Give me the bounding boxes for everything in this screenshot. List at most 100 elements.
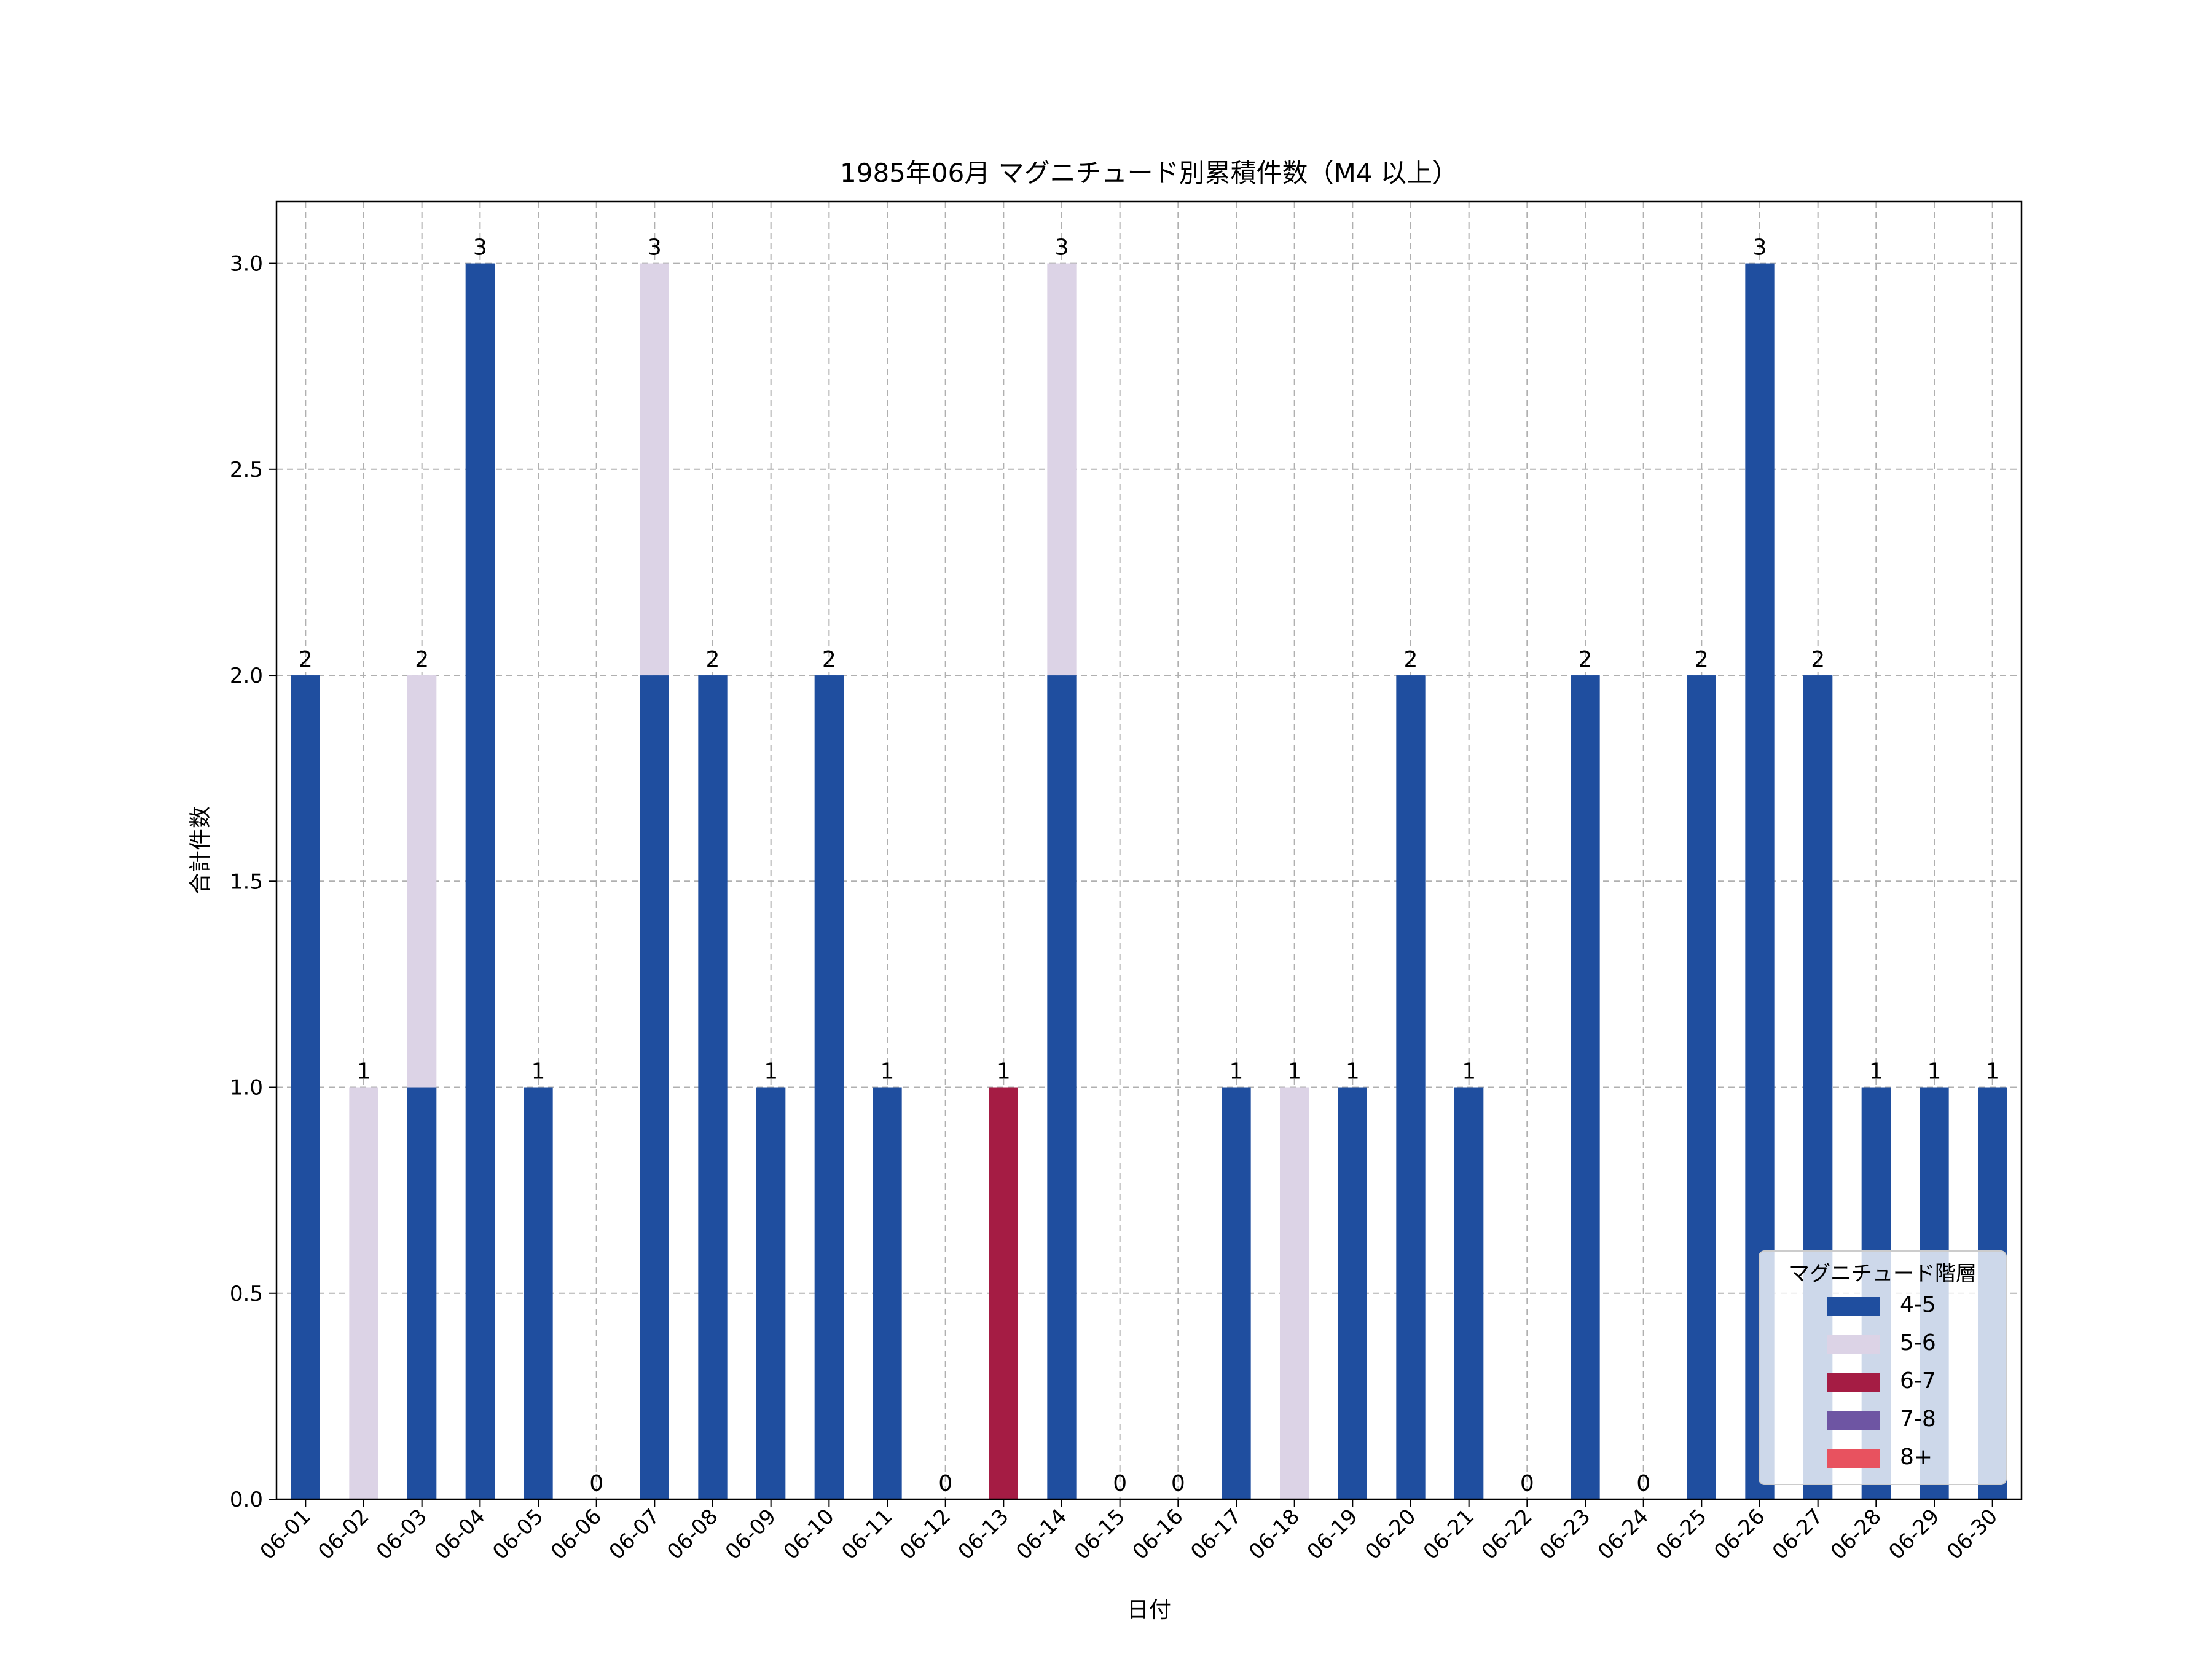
bar-segment-5-6 xyxy=(407,675,437,1088)
bar-segment-4-5 xyxy=(814,675,844,1499)
bar-segment-5-6 xyxy=(349,1087,378,1499)
x-tick-label: 06-05 xyxy=(488,1504,548,1564)
plot-frame xyxy=(275,200,2023,1500)
x-tick-label: 06-07 xyxy=(605,1504,665,1564)
bar-total-label: 1 xyxy=(1869,1059,1883,1084)
bar-total-labels: 2 1 2 3 1 0 3 2 1 2 1 0 1 3 0 0 1 1 1 2 1 0 2 0 2 3 2 1 1 1 xyxy=(299,235,1999,1496)
x-tick-label: 06-03 xyxy=(372,1504,432,1564)
legend-swatch xyxy=(1827,1335,1880,1354)
x-tick-label: 06-08 xyxy=(662,1504,723,1564)
y-axis-label: 合計件数 xyxy=(188,806,213,895)
bar-segment-4-5 xyxy=(1454,1087,1484,1499)
legend-item-4-5: 4-5 xyxy=(1760,1288,2006,1325)
bar-total-label: 1 xyxy=(1346,1059,1360,1084)
x-tick-label: 06-28 xyxy=(1826,1504,1886,1564)
bar-segment-4-5 xyxy=(291,675,320,1499)
legend-label: 6-7 xyxy=(1900,1368,1936,1394)
legend-swatch xyxy=(1827,1373,1880,1392)
bar-total-label: 1 xyxy=(531,1059,546,1084)
bar-total-label: 0 xyxy=(1171,1471,1185,1496)
x-tick-label: 06-17 xyxy=(1186,1504,1246,1564)
bar-total-label: 1 xyxy=(1230,1059,1244,1084)
legend: マグニチュード階層 4-5 5-6 6-7 7-8 8+ xyxy=(1759,1250,2007,1485)
y-axis: 0.0 0.5 1.0 1.5 2.0 2.5 3.0 xyxy=(230,252,276,1512)
x-tick-label: 06-18 xyxy=(1244,1504,1304,1564)
x-tick-label: 06-15 xyxy=(1070,1504,1130,1564)
bar-total-label: 1 xyxy=(1985,1059,1999,1084)
bar-segment-5-6 xyxy=(1280,1087,1309,1499)
x-tick-label: 06-24 xyxy=(1593,1504,1653,1564)
x-tick-label: 06-14 xyxy=(1011,1504,1072,1564)
y-tick-label: 1.5 xyxy=(230,869,263,894)
x-tick-label: 06-12 xyxy=(895,1504,955,1564)
x-tick-label: 06-27 xyxy=(1768,1504,1828,1564)
x-axis-label: 日付 xyxy=(1127,1598,1171,1623)
bar-segment-4-5 xyxy=(1222,1087,1251,1499)
bar-total-label: 3 xyxy=(648,235,662,261)
x-axis: 06-0106-0206-0306-0406-0506-0606-0706-08… xyxy=(256,1499,2002,1564)
x-tick-label: 06-01 xyxy=(256,1504,316,1564)
bar-total-label: 0 xyxy=(938,1471,952,1496)
plot-area xyxy=(276,202,2022,1499)
bar-segment-4-5 xyxy=(524,1087,553,1499)
legend-label: 7-8 xyxy=(1900,1406,1936,1432)
bar-total-label: 1 xyxy=(1287,1059,1301,1084)
bar-total-label: 1 xyxy=(1462,1059,1476,1084)
chart-title: 1985年06月 マグニチュード別累積件数（M4 以上） xyxy=(840,158,1458,188)
x-tick-label: 06-22 xyxy=(1477,1504,1537,1564)
x-tick-label: 06-30 xyxy=(1942,1504,2002,1564)
x-tick-label: 06-20 xyxy=(1360,1504,1421,1564)
bar-total-label: 2 xyxy=(1811,647,1825,672)
legend-label: 5-6 xyxy=(1900,1330,1936,1355)
bar-segment-4-5 xyxy=(1047,675,1077,1499)
bar-total-label: 2 xyxy=(299,647,313,672)
bar-total-label: 2 xyxy=(1404,647,1418,672)
bar-total-label: 1 xyxy=(880,1059,895,1084)
y-tick-label: 1.0 xyxy=(230,1076,263,1100)
bar-segment-4-5 xyxy=(756,1087,786,1499)
legend-swatch xyxy=(1827,1297,1880,1316)
y-tick-label: 0.5 xyxy=(230,1282,263,1306)
legend-swatch xyxy=(1827,1411,1880,1430)
bar-segment-5-6 xyxy=(1047,263,1077,676)
bar-total-label: 3 xyxy=(1055,235,1069,261)
x-tick-label: 06-06 xyxy=(546,1504,606,1564)
bar-segment-5-6 xyxy=(640,263,669,676)
bar-total-label: 2 xyxy=(822,647,836,672)
bar-segment-4-5 xyxy=(1396,675,1426,1499)
bar-segment-4-5 xyxy=(698,675,728,1499)
y-tick-label: 0.0 xyxy=(230,1488,263,1512)
bar-segment-6-7 xyxy=(989,1087,1018,1499)
x-tick-label: 06-19 xyxy=(1303,1504,1363,1564)
bar-total-label: 2 xyxy=(1695,647,1709,672)
bar-segment-4-5 xyxy=(873,1087,902,1499)
bar-total-label: 1 xyxy=(764,1059,778,1084)
bar-total-label: 0 xyxy=(1113,1471,1127,1496)
bar-segment-4-5 xyxy=(1571,675,1600,1499)
legend-label: 8+ xyxy=(1900,1445,1933,1470)
x-tick-label: 06-26 xyxy=(1709,1504,1770,1564)
bar-total-label: 1 xyxy=(357,1059,371,1084)
bar-segment-4-5 xyxy=(465,263,495,1500)
legend-item-8-plus: 8+ xyxy=(1760,1441,2006,1478)
x-tick-label: 06-02 xyxy=(313,1504,374,1564)
x-tick-label: 06-29 xyxy=(1884,1504,1944,1564)
x-tick-label: 06-16 xyxy=(1128,1504,1188,1564)
bar-total-label: 0 xyxy=(589,1471,603,1496)
bar-segment-4-5 xyxy=(640,675,669,1499)
bar-total-label: 3 xyxy=(1753,235,1767,261)
bar-segment-4-5 xyxy=(1338,1087,1367,1499)
x-tick-label: 06-23 xyxy=(1535,1504,1595,1564)
bar-segment-4-5 xyxy=(1687,675,1716,1499)
x-tick-label: 06-25 xyxy=(1652,1504,1712,1564)
y-tick-label: 3.0 xyxy=(230,252,263,276)
legend-title: マグニチュード階層 xyxy=(1789,1261,1977,1286)
x-tick-label: 06-21 xyxy=(1419,1504,1479,1564)
legend-label: 4-5 xyxy=(1900,1292,1936,1317)
legend-item-5-6: 5-6 xyxy=(1760,1327,2006,1363)
y-tick-label: 2.5 xyxy=(230,458,263,482)
bar-total-label: 2 xyxy=(706,647,720,672)
legend-swatch xyxy=(1827,1449,1880,1468)
bar-total-label: 0 xyxy=(1636,1471,1650,1496)
